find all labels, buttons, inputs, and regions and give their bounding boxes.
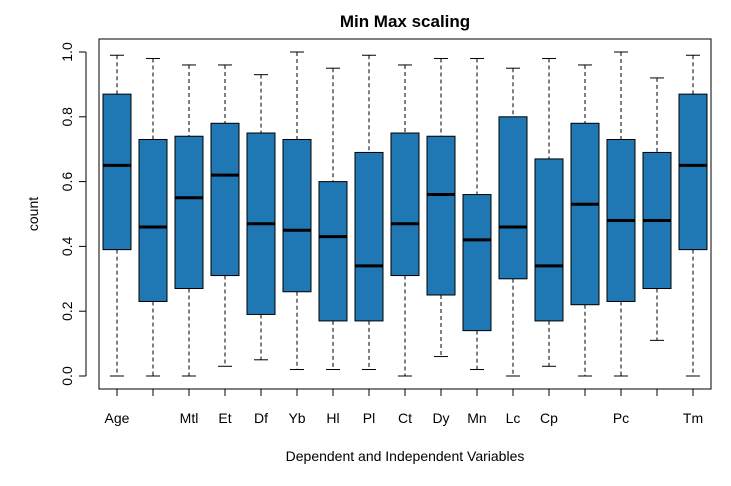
x-tick-label: Mn	[467, 410, 486, 426]
x-tick-label: Et	[218, 410, 231, 426]
x-tick-label: Ct	[398, 410, 412, 426]
y-tick-label: 0.8	[59, 107, 75, 127]
box-7	[354, 54, 384, 371]
iqr-box	[174, 135, 204, 290]
box-2	[174, 64, 204, 377]
x-tick-label: Yb	[288, 410, 305, 426]
x-tick-label: Df	[254, 410, 268, 426]
box-15	[642, 77, 672, 341]
x-tick-label: Lc	[506, 410, 521, 426]
x-tick-label: Dy	[432, 410, 449, 426]
y-tick-label: 0.4	[59, 236, 75, 256]
x-axis: Age Mtl Et Df Yb Hl Pl Ct Dy Mn Lc Cp Pc Tm	[105, 388, 703, 426]
iqr-box	[138, 138, 168, 302]
box-11	[498, 67, 528, 377]
iqr-box	[534, 158, 564, 322]
iqr-box	[354, 151, 384, 322]
y-tick-label: 0.0	[59, 366, 75, 386]
boxes-group	[102, 51, 708, 377]
iqr-box	[390, 132, 420, 277]
x-tick-label: Tm	[683, 410, 703, 426]
box-13	[570, 64, 600, 377]
box-1	[138, 57, 168, 377]
y-tick-label: 0.6	[59, 172, 75, 192]
plot-frame	[98, 38, 712, 390]
iqr-box	[102, 93, 132, 251]
y-axis: 0.0 0.2 0.4 0.6 0.8 1.0	[59, 42, 87, 386]
box-3	[210, 64, 240, 367]
x-axis-label: Dependent and Independent Variables	[286, 448, 525, 464]
box-16	[678, 54, 708, 377]
iqr-box	[462, 194, 492, 332]
box-0	[102, 54, 132, 377]
x-tick-label: Pc	[613, 410, 629, 426]
y-axis-label: count	[25, 197, 41, 231]
iqr-box	[678, 93, 708, 251]
iqr-box	[282, 138, 312, 293]
x-tick-label: Age	[105, 410, 130, 426]
box-9	[426, 57, 456, 358]
x-tick-label: Cp	[540, 410, 558, 426]
x-tick-label: Pl	[363, 410, 375, 426]
iqr-box	[210, 122, 240, 277]
y-tick-label: 1.0	[59, 42, 75, 62]
box-4	[246, 74, 276, 361]
iqr-box	[318, 181, 348, 322]
box-8	[390, 64, 420, 377]
box-14	[606, 51, 636, 377]
box-5	[282, 51, 312, 371]
box-10	[462, 57, 492, 371]
iqr-box	[426, 135, 456, 296]
x-tick-label: Hl	[326, 410, 339, 426]
y-tick-label: 0.2	[59, 301, 75, 321]
iqr-box	[498, 116, 528, 280]
chart-title: Min Max scaling	[340, 12, 470, 31]
x-tick-label: Mtl	[180, 410, 199, 426]
iqr-box	[570, 122, 600, 306]
box-12	[534, 57, 564, 367]
box-6	[318, 67, 348, 371]
